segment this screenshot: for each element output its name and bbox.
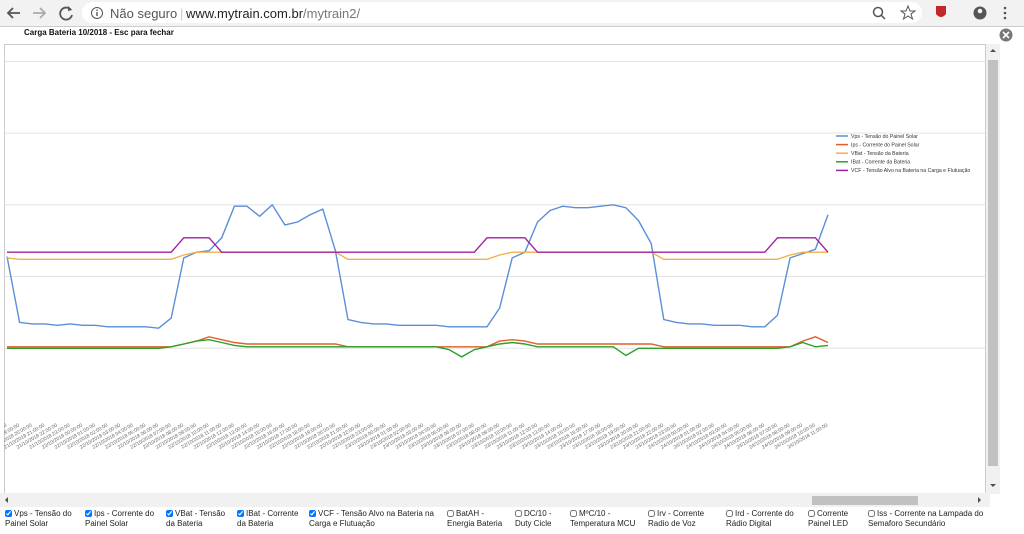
toggle-label: VBat - Tensão da Bateria — [166, 509, 226, 528]
url-path: /mytrain2/ — [303, 6, 361, 21]
toggle-label: MºC/10 - Temperatura MCU — [570, 509, 636, 528]
reload-button[interactable] — [59, 6, 73, 21]
toggle-label: Ird - Corrente do Rádio Digital — [726, 509, 794, 528]
legend-label: Ips - Corrente do Painel Solar — [851, 142, 920, 148]
nav-buttons — [6, 6, 73, 21]
series-line — [6, 251, 828, 260]
legend-label: IBat - Corrente da Bateria — [851, 160, 910, 166]
toolbar-icons — [936, 6, 1007, 20]
toggle-checkbox[interactable] — [570, 510, 577, 517]
info-icon — [91, 7, 103, 19]
series-line — [7, 237, 829, 253]
series-toggle[interactable]: Corrente Painel LED — [808, 509, 866, 529]
toggle-checkbox[interactable] — [648, 510, 655, 517]
legend-label: VCF - Tensão Alvo na Bateria na Carga e … — [851, 168, 970, 174]
series-toggle[interactable]: IBat - Corrente da Bateria — [237, 509, 307, 529]
toggle-checkbox[interactable] — [726, 510, 733, 517]
series-toggle[interactable]: VCF - Tensão Alvo na Bateria na Carga e … — [309, 509, 447, 529]
legend-label: VBat - Tensão da Bateria — [851, 151, 909, 157]
bookmark-star[interactable] — [899, 4, 917, 21]
series-line — [6, 203, 829, 329]
zoom-icon[interactable] — [872, 6, 884, 18]
toggle-checkbox[interactable] — [5, 510, 12, 517]
toggle-label: Corrente Painel LED — [808, 509, 849, 528]
close-button[interactable] — [998, 27, 1014, 43]
toggle-checkbox[interactable] — [166, 510, 173, 517]
toggle-label: Iss - Corrente na Lampada do Semaforo Se… — [868, 509, 984, 528]
reload-arrow — [68, 6, 72, 11]
h-scroll-thumb[interactable] — [812, 496, 918, 505]
series-toggle[interactable]: Iss - Corrente na Lampada do Semaforo Se… — [868, 509, 1018, 529]
toggle-checkbox[interactable] — [309, 510, 316, 517]
series-toggle[interactable]: Vps - Tensão do Painel Solar — [5, 509, 83, 529]
forward-button[interactable] — [33, 7, 47, 19]
menu-icon[interactable] — [1003, 6, 1007, 10]
toggle-checkbox[interactable] — [447, 510, 454, 517]
url-host: www.mytrain.com.br — [186, 6, 304, 21]
series-toggle[interactable]: DC/10 - Duty Cicle — [515, 509, 567, 529]
legend-label: Vps - Tensão do Painel Solar — [851, 134, 918, 140]
v-scroll-thumb[interactable] — [988, 60, 998, 466]
url: www.mytrain.com.br/mytrain2/ — [186, 6, 360, 21]
toggle-checkbox[interactable] — [808, 510, 815, 517]
v-scrollbar[interactable] — [986, 44, 1000, 494]
toggle-checkbox[interactable] — [515, 510, 522, 517]
series-toggle[interactable]: BatAH - Energia Bateria — [447, 509, 513, 529]
security-label: Não seguro — [110, 6, 178, 21]
separator: | — [180, 6, 184, 21]
extension-icon[interactable] — [936, 6, 946, 17]
browser-toolbar: Não seguro | www.mytrain.com.br/mytrain2… — [0, 0, 1024, 27]
series-toggle[interactable]: Ips - Corrente do Painel Solar — [85, 509, 163, 529]
toggle-label: BatAH - Energia Bateria — [447, 509, 503, 528]
toggle-checkbox[interactable] — [85, 510, 92, 517]
address-bar[interactable]: Não seguro | www.mytrain.com.br/mytrain2… — [82, 2, 922, 23]
back-button[interactable] — [6, 7, 20, 19]
toggle-label: Vps - Tensão do Painel Solar — [5, 509, 72, 528]
toggle-checkbox[interactable] — [237, 510, 244, 517]
toggle-label: Ips - Corrente do Painel Solar — [85, 509, 155, 528]
series-toggle[interactable]: Irv - Corrente Radio de Voz — [648, 509, 724, 529]
toggle-label: IBat - Corrente da Bateria — [237, 509, 299, 528]
dialog-title: Carga Bateria 10/2018 - Esc para fechar — [24, 28, 174, 37]
series-toggle[interactable]: Ird - Corrente do Rádio Digital — [726, 509, 806, 529]
series-line — [7, 338, 829, 358]
series-toggle[interactable]: MºC/10 - Temperatura MCU — [570, 509, 646, 529]
toggle-label: Irv - Corrente Radio de Voz — [648, 509, 705, 528]
series-toggle[interactable]: VBat - Tensão da Bateria — [166, 509, 234, 529]
h-scrollbar[interactable] — [0, 493, 1000, 507]
address-icons — [872, 4, 917, 21]
toggle-label: DC/10 - Duty Cicle — [515, 509, 552, 528]
toggle-checkbox[interactable] — [868, 510, 875, 517]
toggle-label: VCF - Tensão Alvo na Bateria na Carga e … — [309, 509, 434, 528]
